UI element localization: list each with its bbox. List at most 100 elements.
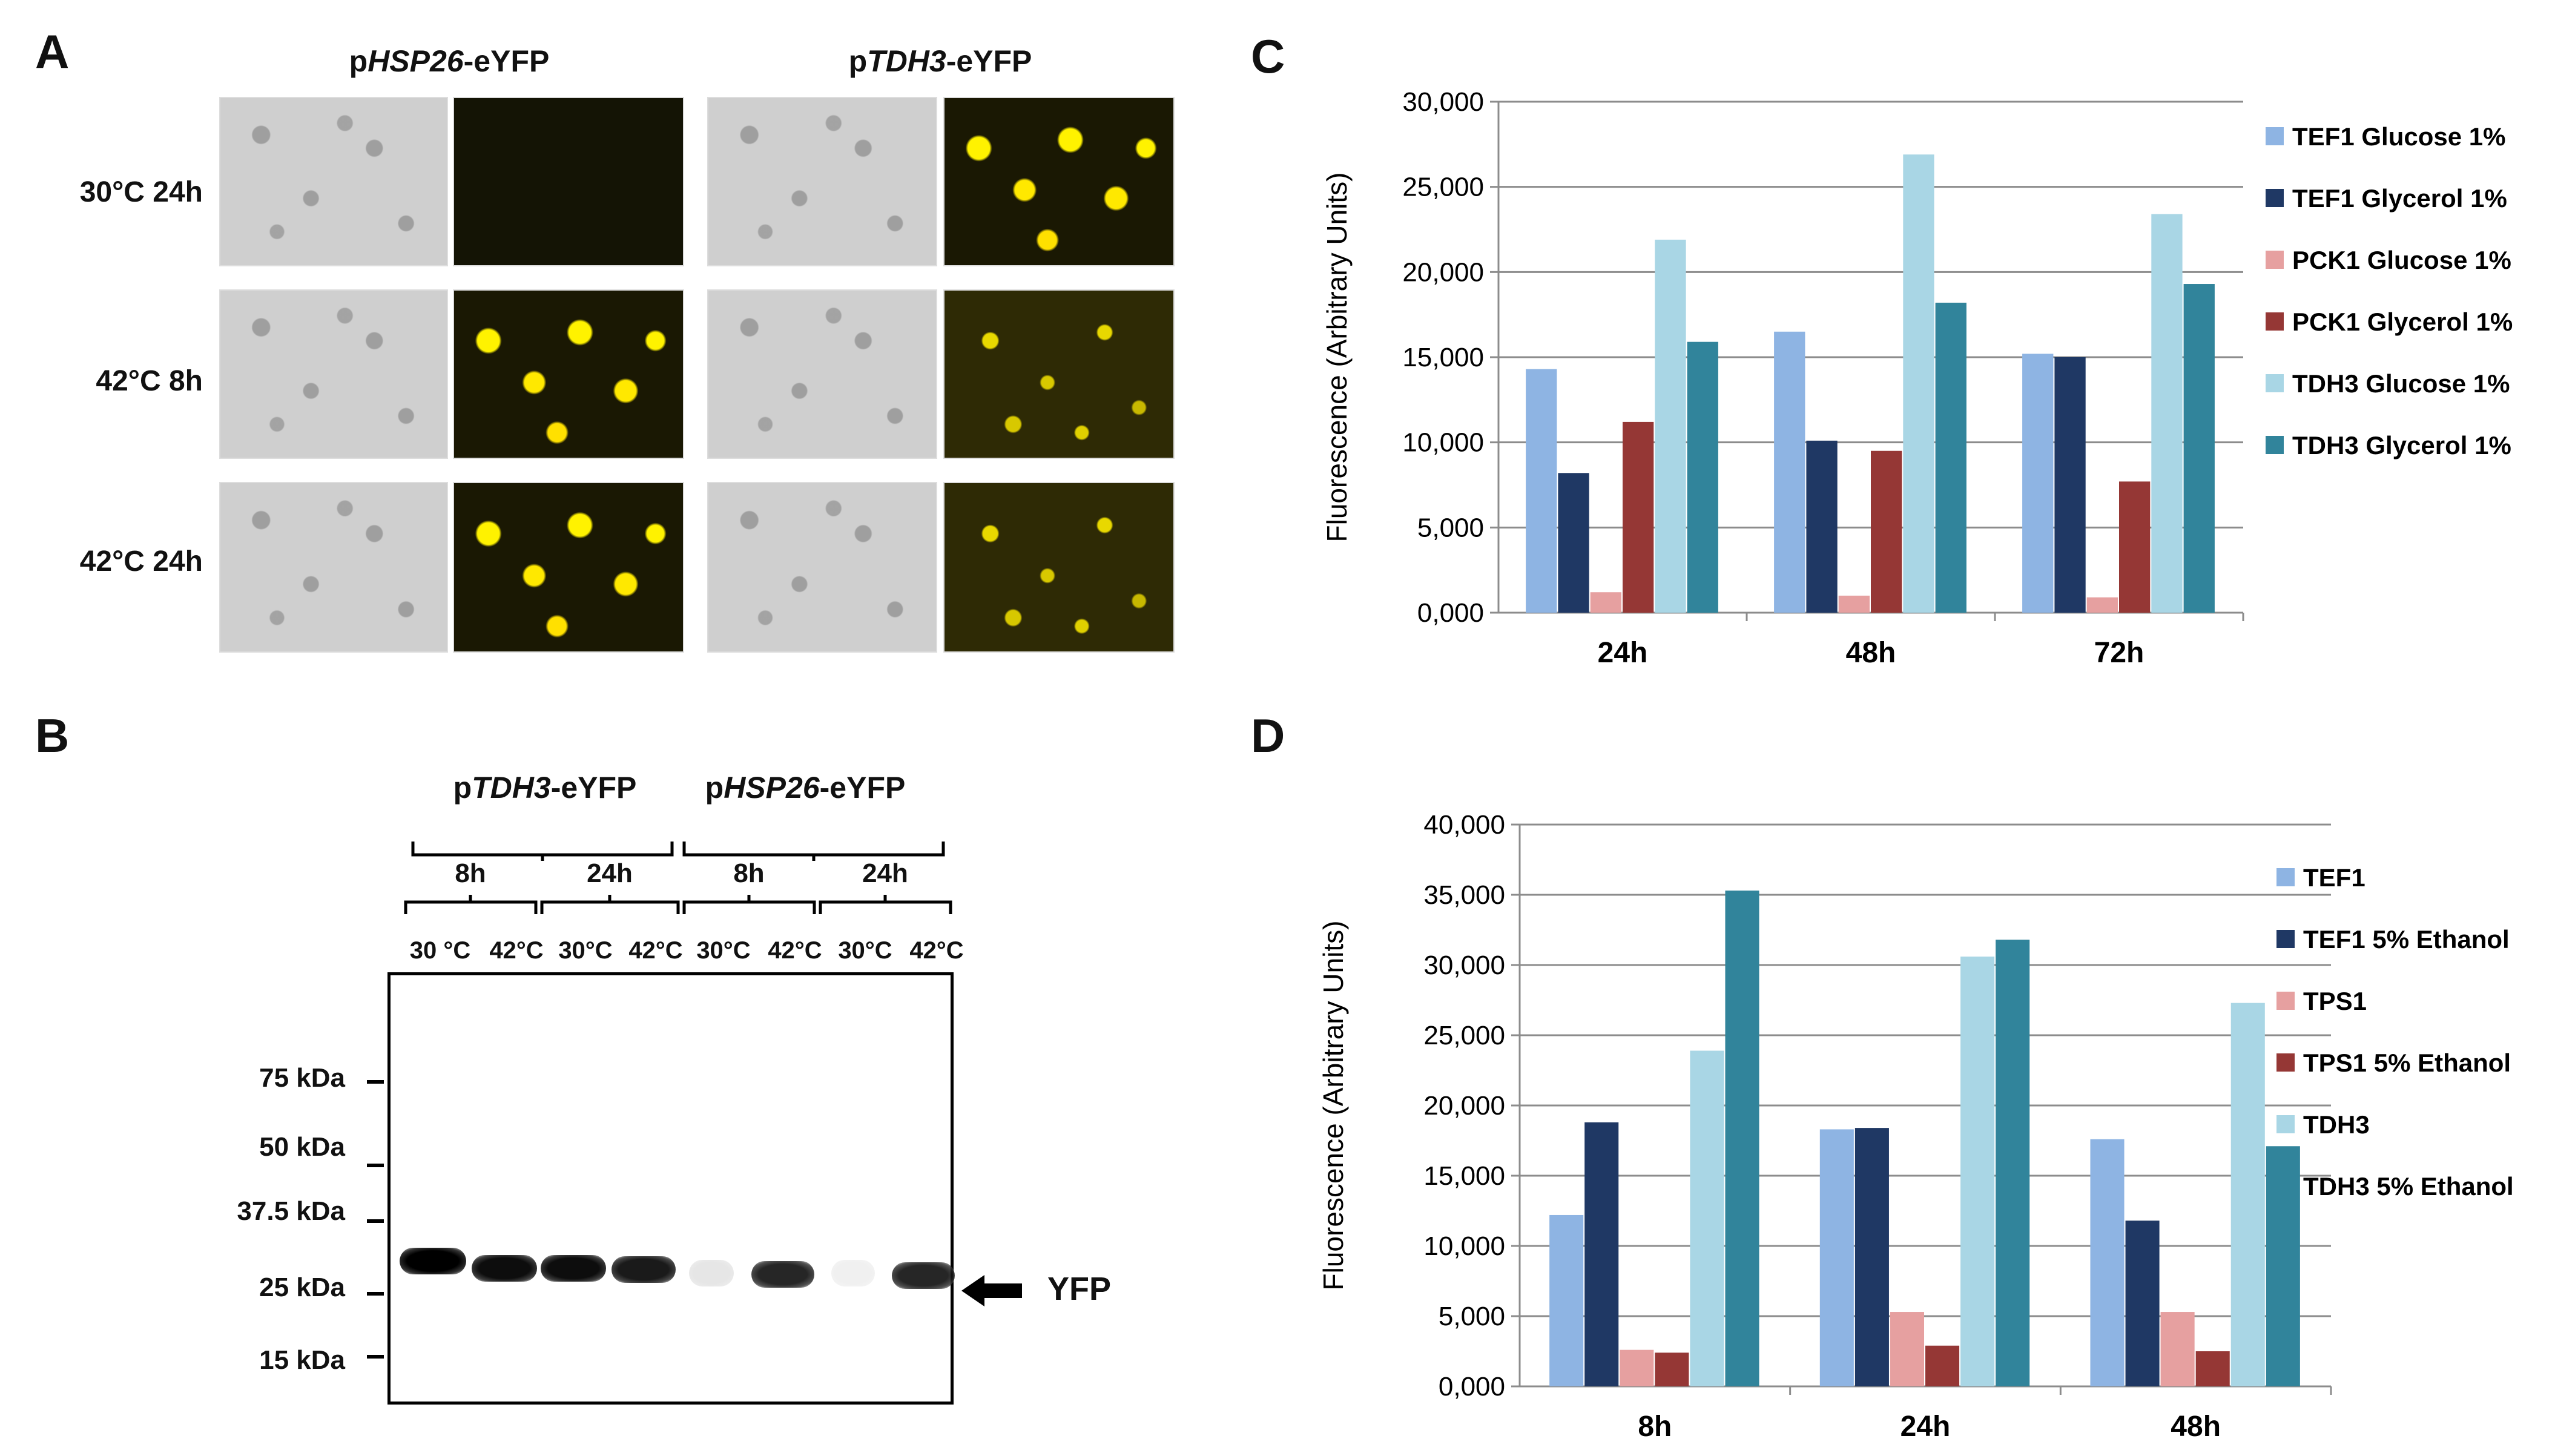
y-tick-label: 0,000 (1439, 1372, 1505, 1402)
y-tick-label: 30,000 (1402, 87, 1484, 117)
legend-label: TDH3 Glycerol 1% (2292, 431, 2511, 460)
panel-a-row-label: 30°C 24h (79, 176, 203, 208)
x-tick-label: 24h (1901, 1411, 1951, 1443)
legend-swatch (2266, 312, 2284, 331)
legend-label: PCK1 Glycerol 1% (2292, 308, 2513, 336)
y-tick-label: 10,000 (1402, 428, 1484, 458)
lane-label: 42°C (768, 937, 822, 964)
brightfield-image (219, 482, 448, 653)
chart-c: 0,000 5,000 10,000 15,000 20,000 25,000 30,000… (1321, 87, 2513, 669)
mw-marker-tick (367, 1219, 384, 1223)
bar (1838, 595, 1870, 613)
panel-c-letter: C (1251, 30, 1285, 83)
panel-a-row-label: 42°C 8h (96, 365, 203, 397)
x-tick-label: 72h (2094, 637, 2145, 669)
protein-band (472, 1255, 537, 1282)
yfp-arrow-icon (961, 1275, 1022, 1306)
fluorescence-image (943, 97, 1175, 266)
legend-label: TDH3 Glucose 1% (2292, 369, 2510, 398)
bar (2125, 1220, 2160, 1386)
bar (1620, 1349, 1654, 1386)
bar (1806, 440, 1838, 613)
y-tick-label: 25,000 (1423, 1021, 1505, 1050)
timepoint-label: 8h (733, 858, 765, 888)
bar (2022, 354, 2054, 613)
legend-swatch (2276, 992, 2295, 1010)
bar (1725, 891, 1759, 1386)
x-tick-label: 8h (1638, 1411, 1672, 1443)
legend-swatch (2276, 1115, 2295, 1133)
protein-band (689, 1260, 734, 1286)
western-blot (387, 972, 955, 1405)
protein-band (831, 1260, 875, 1286)
y-tick-label: 5,000 (1417, 513, 1484, 542)
panel-b-letter: B (35, 709, 70, 762)
time-bracket (682, 900, 816, 914)
legend-swatch (2266, 189, 2284, 207)
legend-swatch (2276, 868, 2295, 886)
time-bracket (540, 900, 680, 914)
y-tick-label: 30,000 (1423, 950, 1505, 980)
mw-marker-label: 50 kDa (259, 1132, 345, 1162)
panel-b-header-hsp26: pHSP26-eYFP (705, 771, 906, 805)
panel-b-brackets (404, 842, 952, 914)
x-tick-label: 48h (1846, 637, 1896, 669)
fluorescence-image (943, 482, 1175, 653)
bar (1526, 369, 1557, 613)
x-tick-label: 24h (1598, 637, 1648, 669)
mw-marker-tick (367, 1292, 384, 1296)
legend-swatch (2266, 436, 2284, 454)
x-tick-label: 48h (2171, 1411, 2221, 1443)
bar (1590, 592, 1621, 613)
y-tick-label: 20,000 (1402, 257, 1484, 287)
timepoint-label: 24h (862, 858, 908, 888)
mw-marker-tick (367, 1164, 384, 1167)
y-tick-label: 35,000 (1423, 880, 1505, 910)
y-tick-label: 10,000 (1423, 1231, 1505, 1261)
legend-swatch (2276, 930, 2295, 948)
legend-label: TEF1 (2303, 863, 2365, 892)
legend-label: TEF1 5% Ethanol (2303, 925, 2510, 954)
panel-b-header-tdh3: pTDH3-eYFP (453, 771, 637, 805)
fluorescence-image (453, 482, 684, 653)
bar (1655, 239, 1686, 613)
y-tick-label: 5,000 (1439, 1302, 1505, 1331)
bar (1854, 1128, 1889, 1386)
protein-band (541, 1255, 606, 1282)
panel-a-letter: A (35, 25, 70, 78)
bar (1960, 957, 1995, 1386)
bar (2230, 1003, 2265, 1386)
bar (1819, 1129, 1854, 1386)
bar (2086, 597, 2118, 613)
mw-marker-tick (367, 1080, 384, 1084)
mw-marker-label: 37.5 kDa (237, 1196, 345, 1226)
legend-label: TEF1 Glucose 1% (2292, 122, 2505, 151)
protein-band (751, 1261, 814, 1288)
bar (1935, 302, 1967, 613)
legend-swatch (2266, 127, 2284, 145)
time-bracket (404, 900, 538, 914)
bar (1558, 473, 1589, 613)
bar (1774, 331, 1805, 613)
protein-band (400, 1248, 466, 1274)
lane-label: 42°C (489, 937, 544, 964)
bar (1623, 421, 1654, 613)
group-bracket (411, 842, 674, 857)
panel-a-header-tdh3: pTDH3-eYFP (848, 44, 1032, 78)
bar (1549, 1214, 1584, 1386)
bar (1687, 341, 1718, 613)
fluorescence-image (453, 289, 684, 459)
chart-d: 0,000 5,000 10,000 15,000 20,000 25,000 30,000… (1317, 810, 2514, 1443)
panel-a-row-label: 42°C 24h (79, 545, 203, 578)
bar (2151, 214, 2183, 613)
panel-a-header-hsp26: pHSP26-eYFP (349, 44, 550, 78)
legend-label: TPS1 (2303, 987, 2367, 1015)
bar (1996, 940, 2030, 1386)
fluorescence-image (453, 97, 684, 266)
mw-marker-label: 75 kDa (259, 1063, 345, 1093)
group-bracket (682, 842, 945, 857)
mw-marker-tick (367, 1355, 384, 1359)
brightfield-image (707, 482, 937, 653)
legend-label: PCK1 Glucose 1% (2292, 246, 2511, 274)
y-axis-label: Fluorescence (Arbitrary Units) (1317, 921, 1349, 1291)
